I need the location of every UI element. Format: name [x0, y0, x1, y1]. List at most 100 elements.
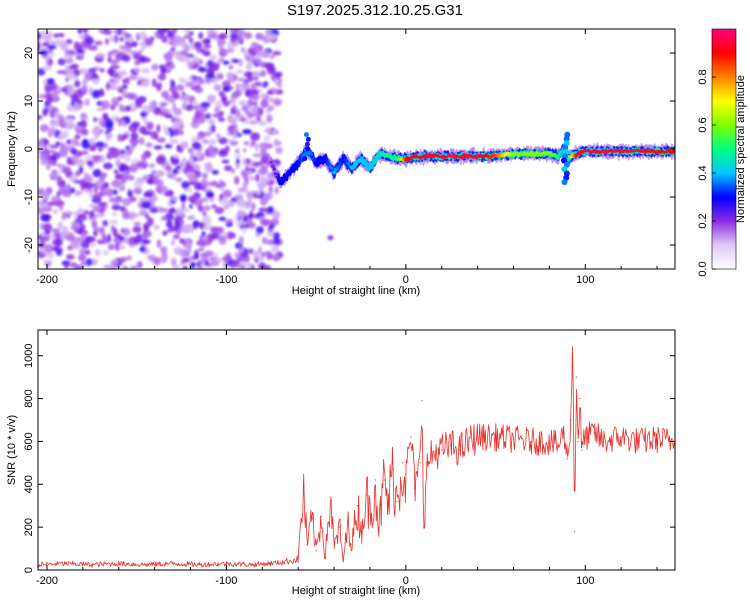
noise-speckle [113, 29, 119, 34]
noise-speckle [94, 40, 103, 46]
noise-speckle [55, 238, 63, 247]
noise-speckle [245, 158, 251, 165]
noise-speckle [132, 225, 142, 234]
noise-speckle [100, 100, 111, 109]
noise-speckle [209, 197, 214, 203]
noise-speckle [187, 215, 196, 220]
snr-point [494, 436, 497, 438]
y-tick-label: 10 [23, 95, 35, 107]
snr-point [302, 490, 305, 492]
noise-speckle [170, 238, 176, 246]
noise-speckle [181, 101, 187, 110]
noise-speckle [247, 101, 252, 108]
snr-marks [38, 330, 675, 568]
noise-speckle [266, 231, 275, 237]
noise-speckle [178, 129, 184, 136]
noise-speckle [204, 250, 214, 257]
noise-speckle [181, 94, 191, 102]
noise-speckle [185, 187, 193, 193]
noise-speckle [201, 215, 212, 225]
noise-speckle [237, 204, 247, 209]
spectrogram-x-ticks: -200 -100 0 100 [36, 29, 658, 286]
snr-point [324, 556, 326, 558]
noise-speckle [246, 170, 252, 176]
noise-speckle [217, 57, 225, 63]
noise-speckle [238, 248, 245, 253]
noise-speckle [230, 93, 239, 100]
noise-speckle [264, 176, 271, 183]
noise-speckle [121, 228, 126, 234]
noise-speckle [133, 181, 143, 189]
snr-point [396, 500, 398, 503]
snr-point [338, 526, 341, 528]
y-tick-label: 1000 [23, 343, 35, 367]
noise-speckle [232, 259, 240, 268]
noise-speckle [250, 42, 259, 50]
noise-speckle [197, 205, 203, 210]
noise-speckle [118, 181, 125, 191]
noise-speckle [239, 223, 249, 230]
noise-speckle [247, 198, 253, 206]
noise-speckle [250, 139, 256, 147]
noise-speckle [220, 187, 225, 193]
colorbar-tick-label: 0.2 [697, 213, 709, 228]
noise-speckle [124, 116, 131, 125]
noise-speckle [266, 206, 275, 214]
noise-speckle [256, 50, 263, 58]
noise-speckle [234, 194, 244, 200]
noise-speckle [84, 72, 93, 81]
noise-speckle [178, 78, 187, 84]
noise-speckle [260, 218, 271, 227]
noise-speckle [42, 206, 53, 213]
noise-speckle [238, 236, 244, 245]
noise-speckle [121, 211, 131, 220]
noise-speckle [236, 29, 246, 36]
signal-mark [561, 179, 568, 186]
noise-speckle [208, 181, 219, 187]
noise-speckle [139, 125, 147, 134]
noise-speckle [248, 212, 254, 219]
noise-speckle [90, 242, 96, 248]
noise-speckle [59, 142, 65, 148]
noise-speckle [83, 173, 93, 183]
noise-speckle [78, 253, 87, 262]
snr-point [279, 561, 281, 564]
noise-speckle [40, 213, 49, 222]
signal-mark [295, 164, 299, 168]
noise-speckle [205, 191, 214, 198]
noise-speckle [139, 137, 145, 146]
signal-mark [298, 159, 302, 162]
noise-speckle [130, 132, 139, 140]
noise-speckle [153, 107, 162, 115]
noise-speckle [228, 77, 236, 83]
noise-speckle [51, 234, 57, 241]
noise-speckle [81, 84, 88, 93]
noise-speckles [38, 29, 334, 269]
noise-speckle [277, 252, 284, 258]
noise-speckle [129, 196, 137, 203]
snr-point [421, 400, 423, 402]
noise-speckle [102, 162, 113, 170]
noise-speckle [98, 121, 106, 126]
noise-speckle [181, 239, 187, 246]
snr-point [351, 543, 353, 545]
noise-speckle [219, 193, 224, 200]
snr-point [530, 440, 533, 443]
noise-speckle [83, 209, 90, 216]
snr-point [311, 517, 314, 520]
noise-speckle [206, 94, 216, 104]
noise-speckle [117, 70, 128, 76]
snr-line [38, 346, 675, 568]
noise-speckle [209, 54, 218, 61]
noise-speckle [149, 207, 159, 214]
noise-speckle [194, 253, 199, 260]
noise-speckle [159, 208, 169, 213]
noise-speckle [92, 168, 102, 178]
noise-speckle [162, 124, 168, 134]
noise-speckle [164, 143, 173, 149]
signal-mark [575, 153, 579, 157]
noise-speckle [258, 71, 267, 77]
noise-speckle [143, 191, 153, 198]
noise-speckle [113, 169, 119, 174]
noise-speckle [273, 138, 279, 147]
